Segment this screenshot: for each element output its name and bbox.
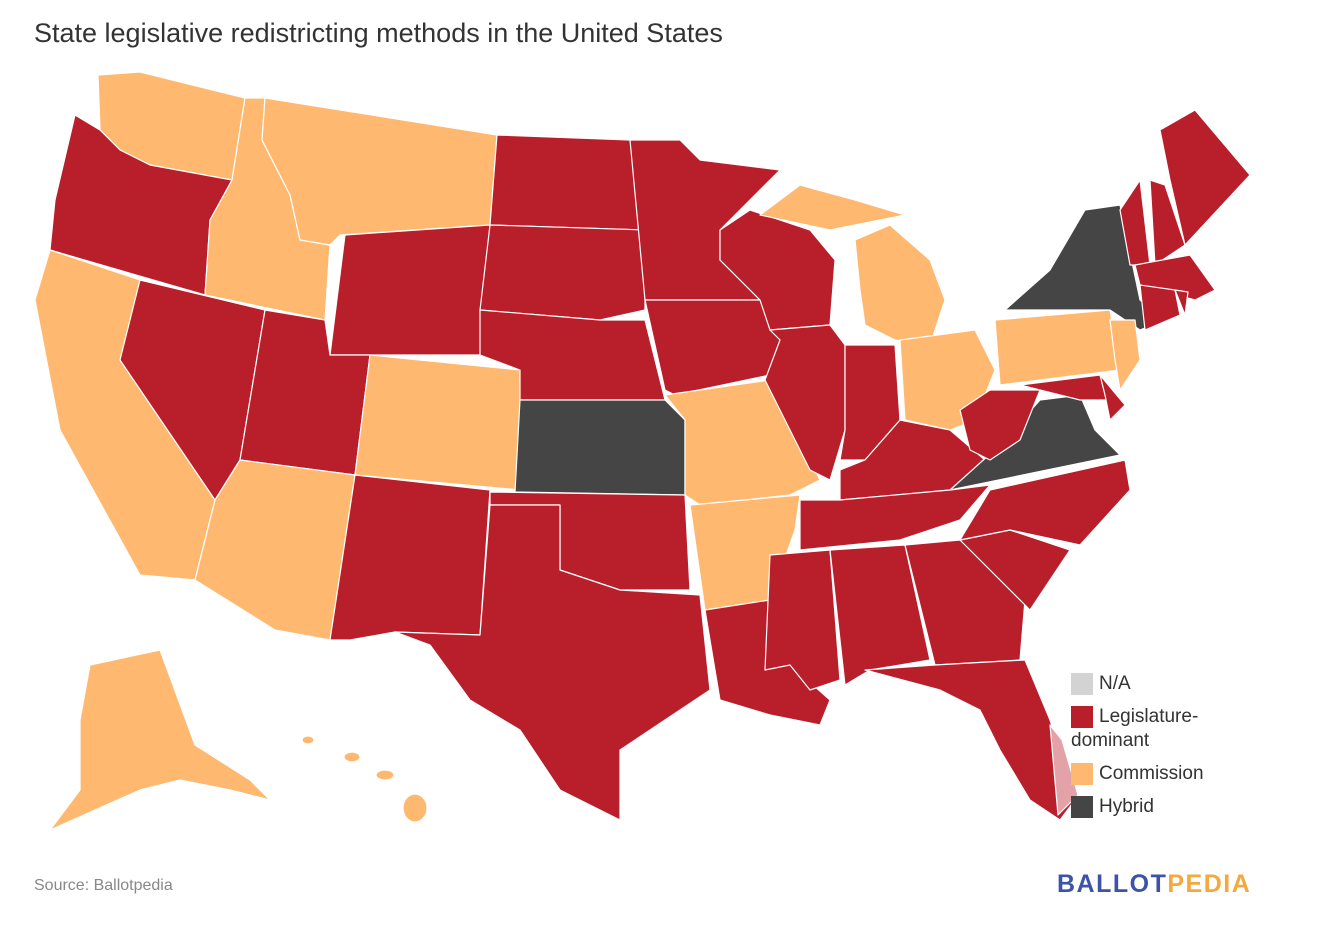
legend-item-commission: Commission	[1071, 762, 1251, 786]
state-fl	[864, 659, 1076, 821]
chart-title: State legislative redistricting methods …	[34, 18, 723, 48]
state-hi	[343, 751, 361, 763]
legend-label-legislature: Legislature-dominant	[1071, 706, 1199, 751]
state-ct	[1139, 284, 1181, 331]
state-nc	[959, 459, 1131, 546]
state-nd	[489, 134, 646, 231]
legend-item-na: N/A	[1071, 672, 1251, 696]
state-al	[829, 544, 931, 686]
legend-label-commission: Commission	[1099, 763, 1204, 784]
state-hi	[375, 769, 395, 781]
ballotpedia-logo: BALLOTPEDIA	[1057, 870, 1251, 899]
state-co	[354, 354, 521, 491]
state-mt	[261, 97, 498, 246]
state-nj	[1109, 319, 1141, 391]
legend-label-hybrid: Hybrid	[1099, 796, 1154, 817]
state-tx	[394, 504, 711, 821]
source-note: Source: Ballotpedia	[34, 877, 173, 894]
legend-swatch-legislature	[1071, 706, 1093, 728]
state-wy	[329, 224, 491, 356]
state-pa	[994, 309, 1121, 386]
legend-label-na: N/A	[1099, 673, 1131, 694]
legend: N/A Legislature-dominant Commission Hybr…	[1071, 672, 1251, 828]
logo-part-1: BALLOT	[1057, 870, 1168, 898]
state-il	[764, 324, 846, 481]
legend-item-hybrid: Hybrid	[1071, 795, 1251, 819]
state-tn	[799, 484, 991, 551]
state-me	[1159, 109, 1251, 246]
state-mi	[759, 184, 906, 231]
state-hi	[301, 735, 315, 745]
state-ks	[514, 399, 686, 496]
state-nm	[329, 474, 491, 641]
state-hi	[402, 793, 428, 823]
state-na	[1049, 724, 1079, 816]
state-de	[1099, 374, 1126, 421]
state-mi	[854, 224, 946, 346]
legend-swatch-hybrid	[1071, 796, 1093, 818]
state-ak	[49, 649, 271, 831]
legend-swatch-commission	[1071, 763, 1093, 785]
state-ri	[1174, 289, 1189, 316]
legend-item-legislature: Legislature-dominant	[1071, 705, 1251, 753]
state-ga	[904, 539, 1026, 666]
legend-swatch-na	[1071, 673, 1093, 695]
state-ia	[644, 299, 781, 396]
state-sd	[479, 224, 646, 321]
state-wv	[959, 389, 1041, 461]
logo-part-2: PEDIA	[1167, 870, 1252, 898]
